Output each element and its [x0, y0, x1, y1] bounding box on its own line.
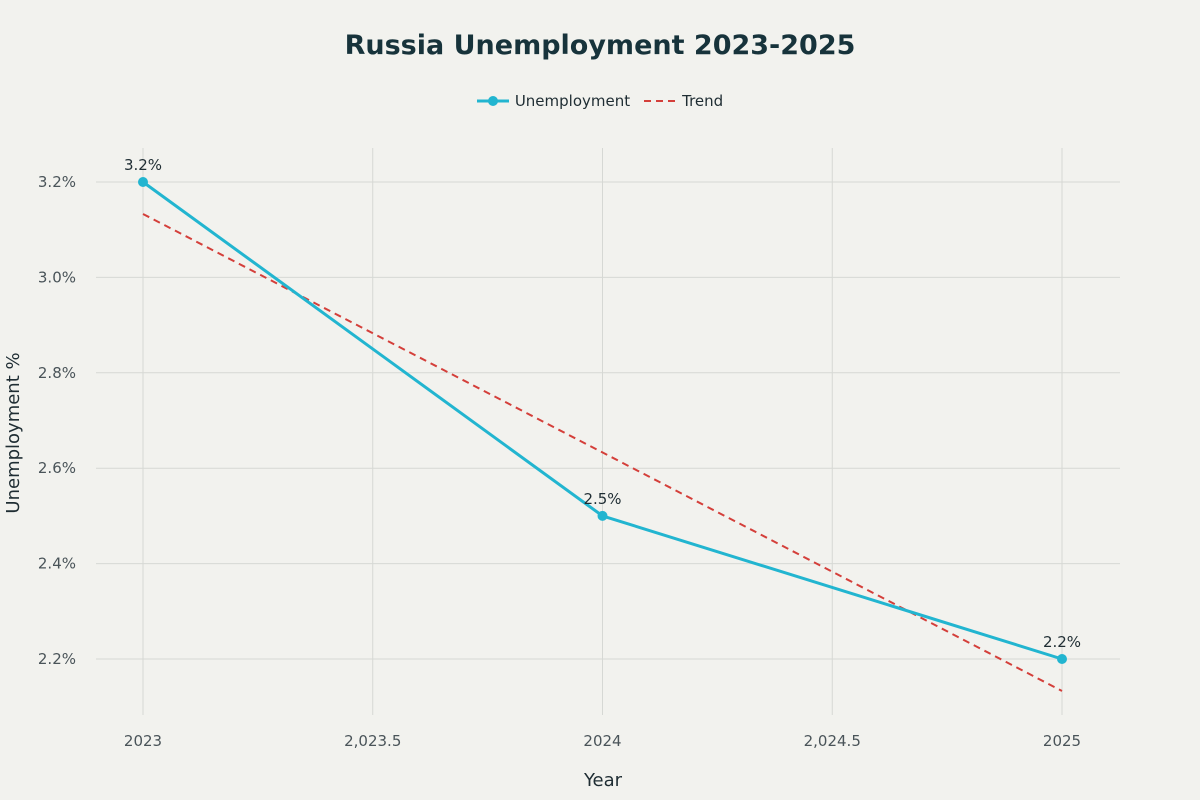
data-label: 2.2% [1043, 633, 1081, 651]
y-tick-label: 2.4% [38, 555, 76, 573]
x-tick-label: 2025 [1043, 732, 1081, 750]
legend-item-trend[interactable]: Trend [644, 92, 723, 110]
unemployment-point [138, 177, 148, 187]
x-axis-title: Year [583, 770, 623, 791]
tick-labels: 2023 2,023.5 2024 2,024.5 2025 2.2% 2.4% 2.6% 2.… [38, 156, 1081, 750]
y-tick-label: 3.2% [38, 173, 76, 191]
data-label: 2.5% [583, 490, 621, 508]
legend-swatch-trend [644, 100, 677, 102]
grid-lines [96, 148, 1120, 715]
unemployment-point [1057, 654, 1067, 664]
data-label: 3.2% [124, 156, 162, 174]
series-layer [138, 177, 1067, 692]
legend-item-unemployment[interactable]: Unemployment [476, 92, 631, 110]
legend-label-trend: Trend [682, 92, 724, 110]
legend: Unemployment Trend [0, 92, 1200, 110]
x-tick-label: 2024 [583, 732, 621, 750]
x-tick-label: 2023 [124, 732, 162, 750]
x-tick-label: 2,023.5 [344, 732, 401, 750]
y-tick-label: 3.0% [38, 268, 76, 286]
unemployment-point [597, 510, 608, 521]
chart-title: Russia Unemployment 2023-2025 [344, 30, 856, 61]
legend-swatch-unemployment [476, 96, 509, 106]
legend-label-unemployment: Unemployment [514, 92, 631, 110]
y-tick-label: 2.2% [38, 650, 76, 668]
y-tick-label: 2.8% [38, 364, 76, 382]
y-tick-label: 2.6% [38, 459, 76, 477]
y-axis-title: Unemployment % [3, 352, 24, 513]
x-tick-label: 2,024.5 [804, 732, 861, 750]
